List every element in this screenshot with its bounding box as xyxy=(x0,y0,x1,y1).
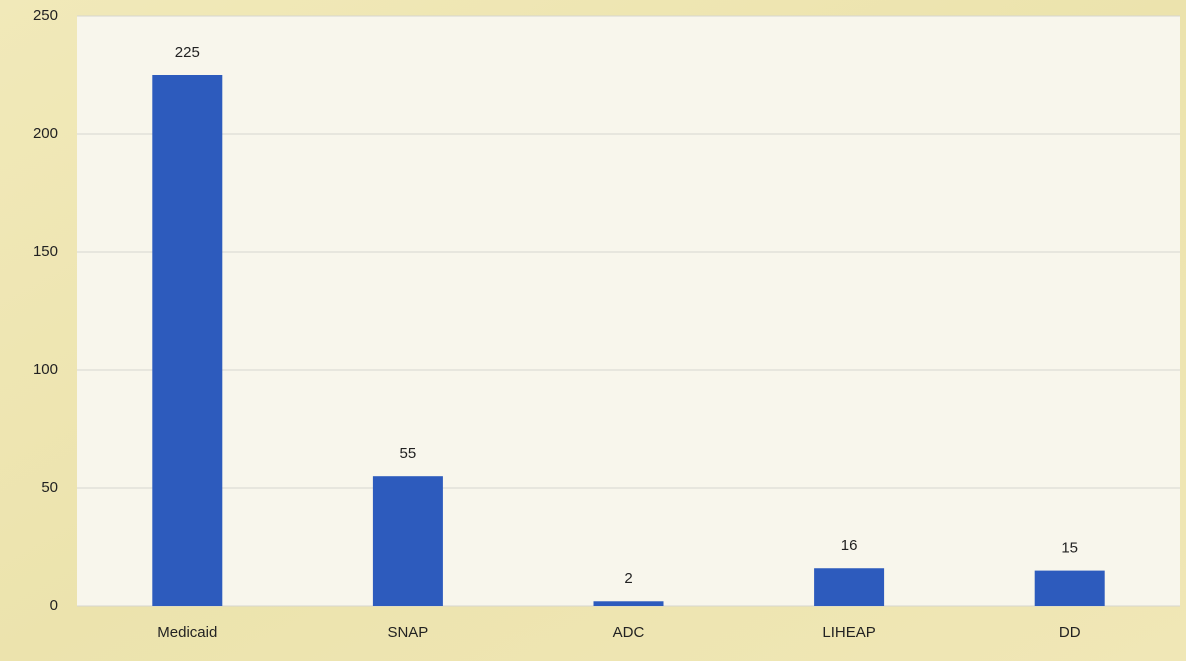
bar xyxy=(372,476,443,606)
bar xyxy=(593,601,664,606)
data-label: 225 xyxy=(175,44,200,61)
y-tick-label: 0 xyxy=(50,597,58,614)
y-tick-label: 100 xyxy=(33,361,58,378)
x-tick-label: ADC xyxy=(613,624,645,641)
y-tick-label: 150 xyxy=(33,243,58,260)
x-tick-label: DD xyxy=(1059,624,1081,641)
y-tick-label: 50 xyxy=(41,479,58,496)
y-tick-label: 250 xyxy=(33,7,58,24)
plot-area xyxy=(77,16,1180,606)
x-tick-label: LIHEAP xyxy=(822,624,875,641)
data-label: 55 xyxy=(400,445,417,462)
data-label: 2 xyxy=(624,570,632,587)
y-tick-label: 200 xyxy=(33,125,58,142)
bar xyxy=(814,568,885,606)
x-tick-label: SNAP xyxy=(387,624,428,641)
bar xyxy=(1034,570,1105,606)
bar xyxy=(152,75,223,606)
data-label: 15 xyxy=(1061,540,1078,557)
x-tick-label: Medicaid xyxy=(157,624,217,641)
data-label: 16 xyxy=(841,537,858,554)
